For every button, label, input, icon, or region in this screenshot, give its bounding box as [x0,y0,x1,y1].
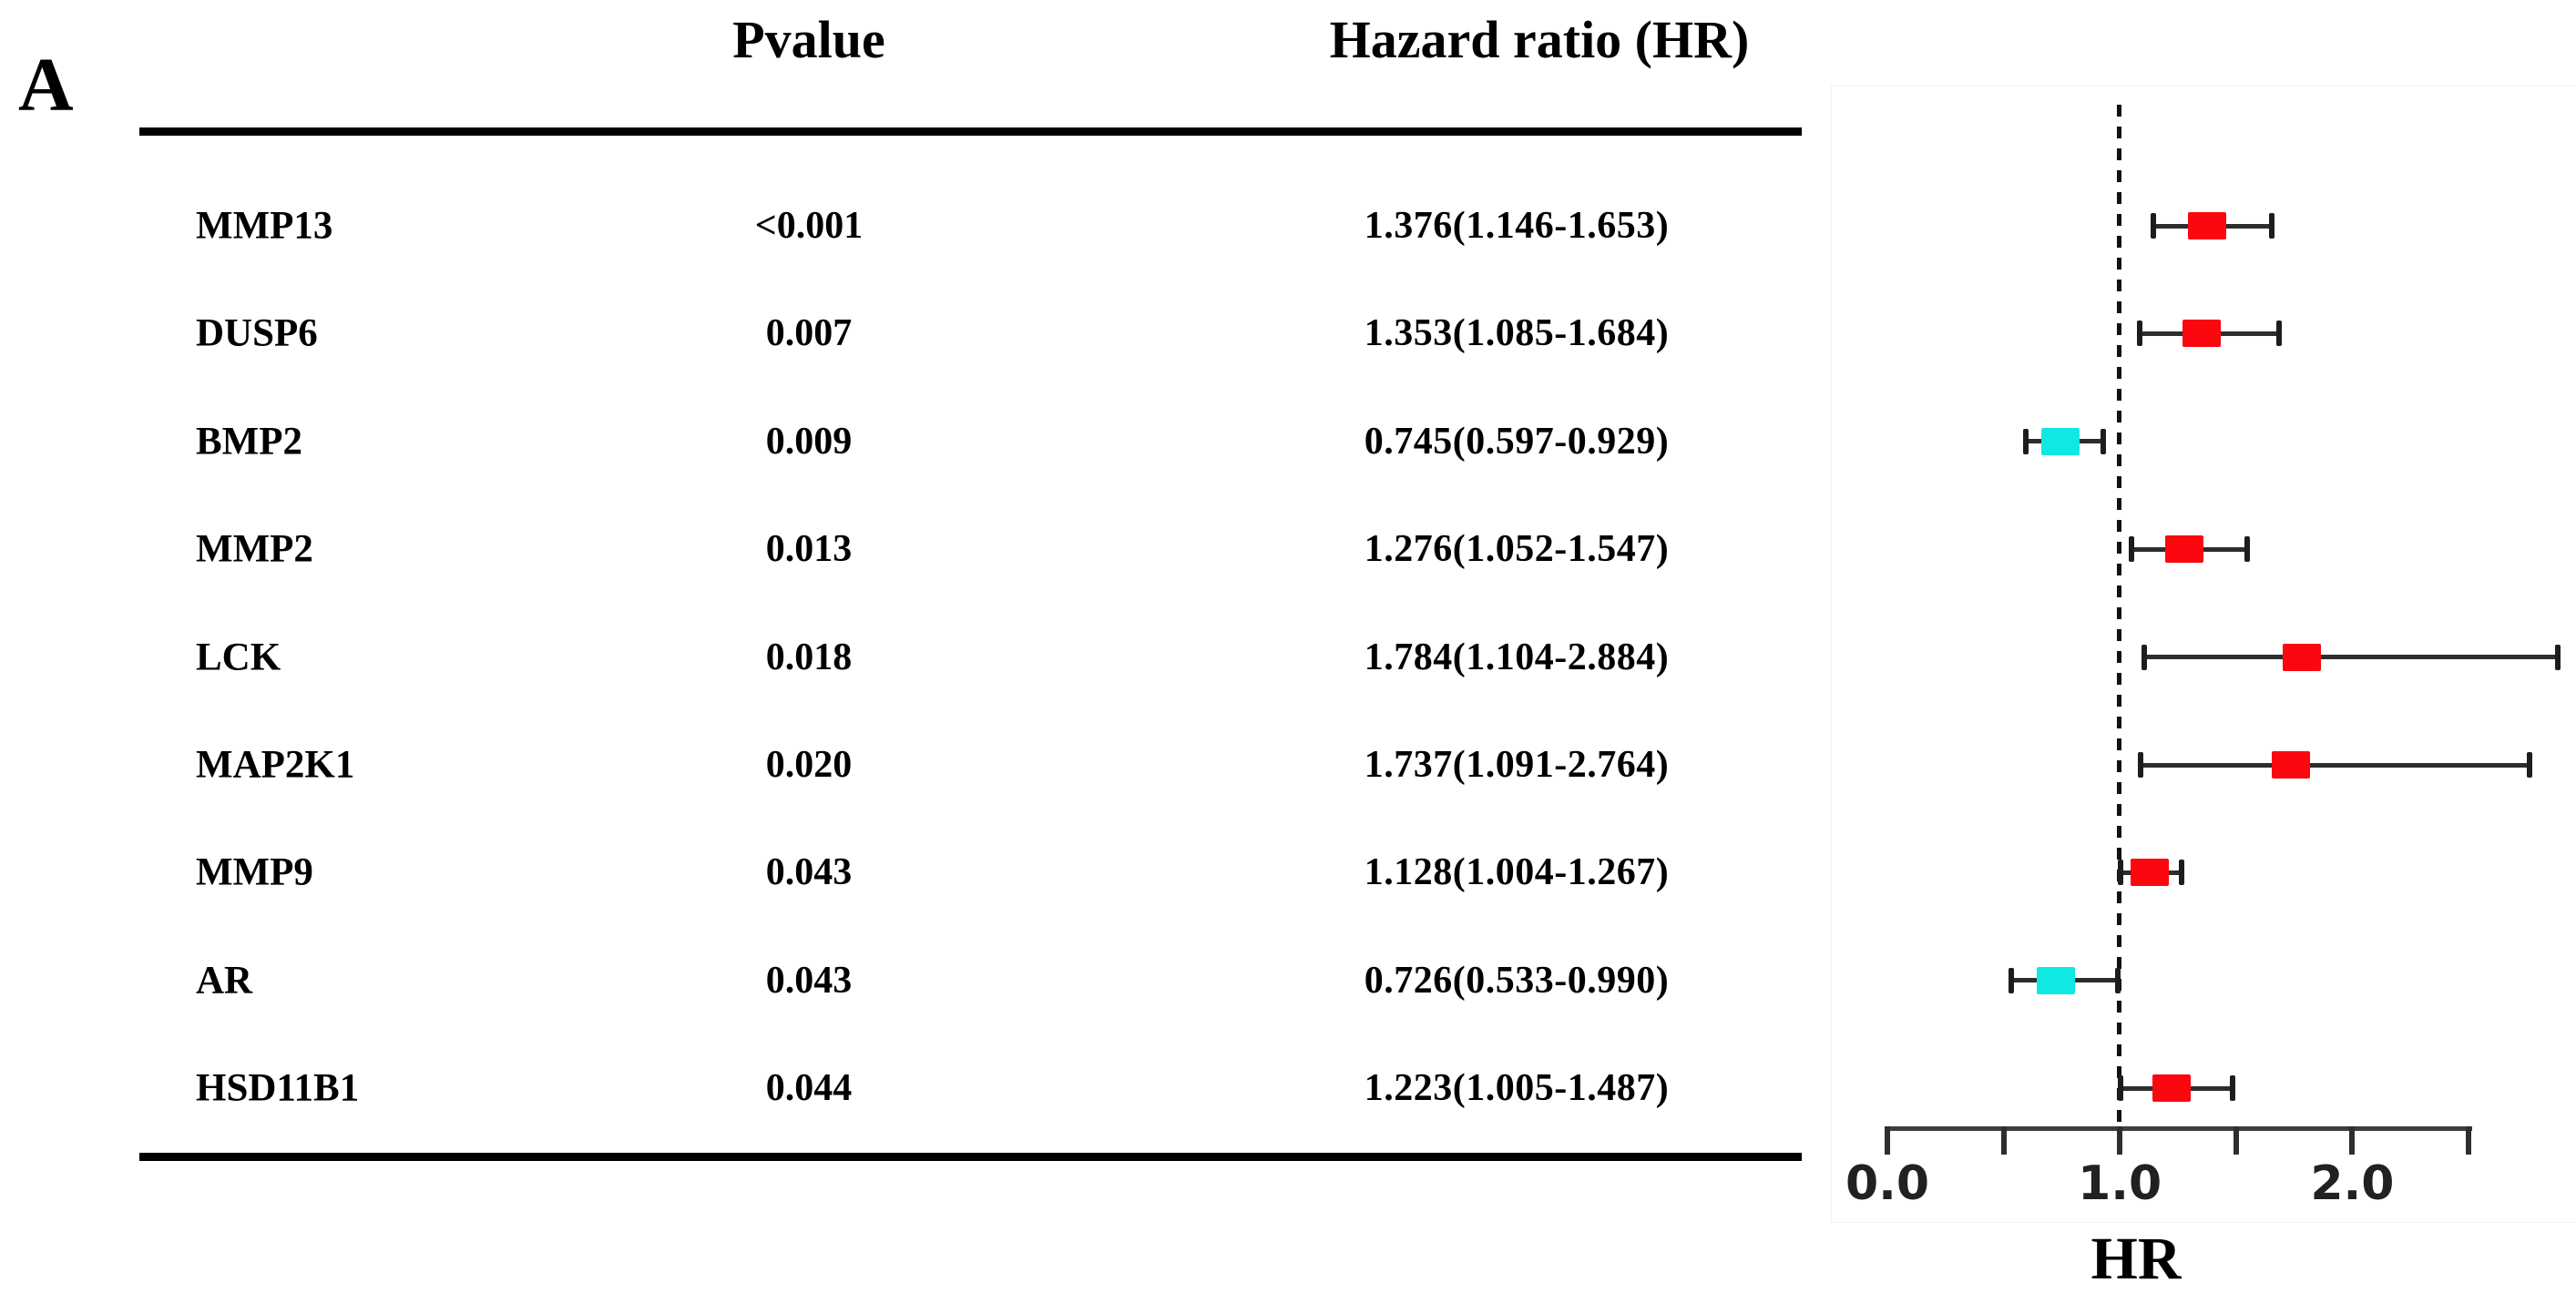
panel-label: A [18,43,74,127]
hazard-ratio-cell: 1.276(1.052-1.547) [1364,528,1670,571]
pvalue-cell: 0.007 [765,312,853,355]
x-axis-tick-label: 2.0 [2310,1156,2395,1211]
gene-name: MMP13 [196,204,333,248]
ci-cap-high [2101,428,2107,454]
x-axis-tick [2466,1126,2471,1155]
forest-plot-panel [1831,86,2576,1223]
ci-cap-high [2554,644,2561,670]
ci-cap-low [2136,321,2142,347]
hazard-ratio-cell: 1.784(1.104-2.884) [1364,636,1670,678]
x-axis-tick [2117,1126,2123,1155]
ci-cap-low [2118,1075,2124,1102]
table-bottom-rule [139,1153,1802,1161]
x-axis-title: HR [2090,1226,2182,1292]
x-axis-tick [2000,1126,2007,1155]
gene-name: BMP2 [196,420,303,463]
gene-name: MMP9 [196,850,313,894]
pvalue-cell: 0.013 [765,528,853,571]
ci-cap-high [2527,752,2533,778]
x-axis-tick [2349,1126,2356,1155]
ci-cap-high [2244,536,2250,563]
gene-name: HSD11B1 [196,1066,360,1110]
hazard-ratio-cell: 1.737(1.091-2.764) [1364,744,1670,786]
hr-marker-risk [2164,535,2203,564]
hazard-ratio-cell: 0.745(0.597-0.929) [1364,420,1670,463]
ci-cap-low [2129,536,2135,563]
gene-name: DUSP6 [196,311,318,355]
ci-cap-high [2230,1075,2236,1102]
ci-cap-low [2023,428,2029,454]
hr-marker-protective [2041,427,2080,455]
hr-marker-risk [2130,859,2169,887]
hr-marker-risk [2152,1074,2192,1103]
gene-name: LCK [196,636,281,679]
ci-cap-low [2138,752,2144,778]
column-header-pvalue: Pvalue [732,10,885,69]
hazard-ratio-cell: 1.353(1.085-1.684) [1364,312,1670,355]
column-header-hazard-ratio: Hazard ratio (HR) [1329,10,1750,69]
pvalue-cell: 0.043 [765,851,853,894]
ci-cap-high [2179,860,2185,886]
ci-cap-high [2268,213,2274,239]
ci-cap-low [2141,644,2147,670]
pvalue-cell: 0.018 [765,636,853,678]
table-top-rule [139,127,1802,136]
gene-name: MAP2K1 [196,743,355,787]
gene-name: MMP2 [196,527,313,571]
pvalue-cell: 0.020 [765,744,853,786]
x-axis-tick-label: 0.0 [1845,1156,1930,1211]
ci-cap-high [2114,967,2121,993]
ci-cap-low [2009,967,2015,993]
ci-cap-high [2275,321,2282,347]
hazard-ratio-cell: 1.128(1.004-1.267) [1364,851,1670,894]
ci-cap-low [2118,860,2124,886]
gene-name: AR [196,959,253,1003]
hr-marker-risk [2283,643,2322,671]
x-axis-tick [2233,1126,2239,1155]
ci-cap-low [2151,213,2157,239]
pvalue-cell: 0.043 [765,959,853,1002]
pvalue-cell: 0.009 [765,420,853,463]
hr-marker-risk [2182,320,2222,348]
pvalue-cell: <0.001 [754,205,864,247]
hazard-ratio-cell: 1.223(1.005-1.487) [1364,1067,1670,1110]
hr-marker-risk [2272,751,2311,779]
hr-marker-risk [2188,212,2227,239]
reference-line-hr-1 [2117,105,2121,1128]
x-axis-tick-label: 1.0 [2078,1156,2162,1211]
x-axis-tick [1885,1126,1890,1155]
pvalue-cell: 0.044 [765,1067,853,1110]
hr-marker-protective [2037,966,2076,994]
ci-line [2141,762,2530,768]
hazard-ratio-cell: 1.376(1.146-1.653) [1364,205,1670,247]
ci-line [2143,655,2558,660]
hazard-ratio-cell: 0.726(0.533-0.990) [1364,959,1670,1002]
x-axis-line [1886,1126,2472,1131]
